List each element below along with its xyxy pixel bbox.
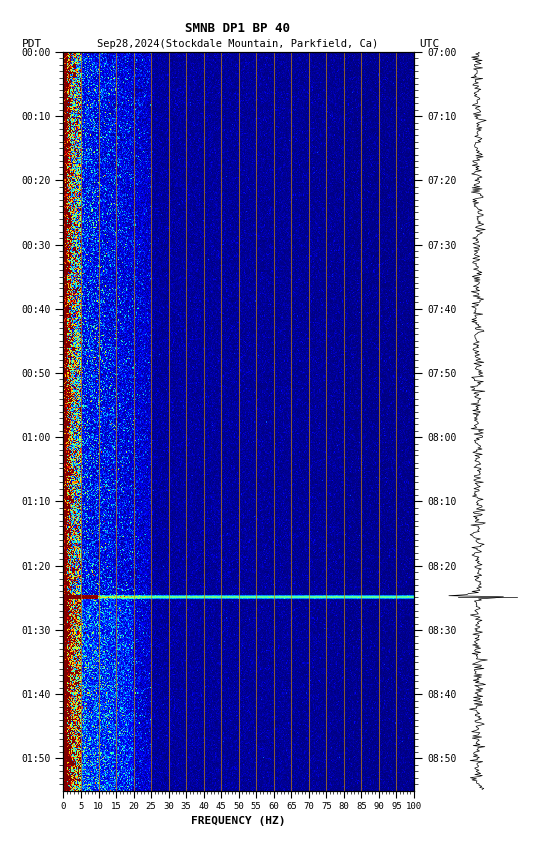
X-axis label: FREQUENCY (HZ): FREQUENCY (HZ) bbox=[192, 816, 286, 825]
Text: Sep28,2024(Stockdale Mountain, Parkfield, Ca): Sep28,2024(Stockdale Mountain, Parkfield… bbox=[97, 39, 378, 49]
Text: SMNB DP1 BP 40: SMNB DP1 BP 40 bbox=[185, 22, 290, 35]
Text: PDT: PDT bbox=[22, 39, 43, 49]
Text: UTC: UTC bbox=[420, 39, 440, 49]
